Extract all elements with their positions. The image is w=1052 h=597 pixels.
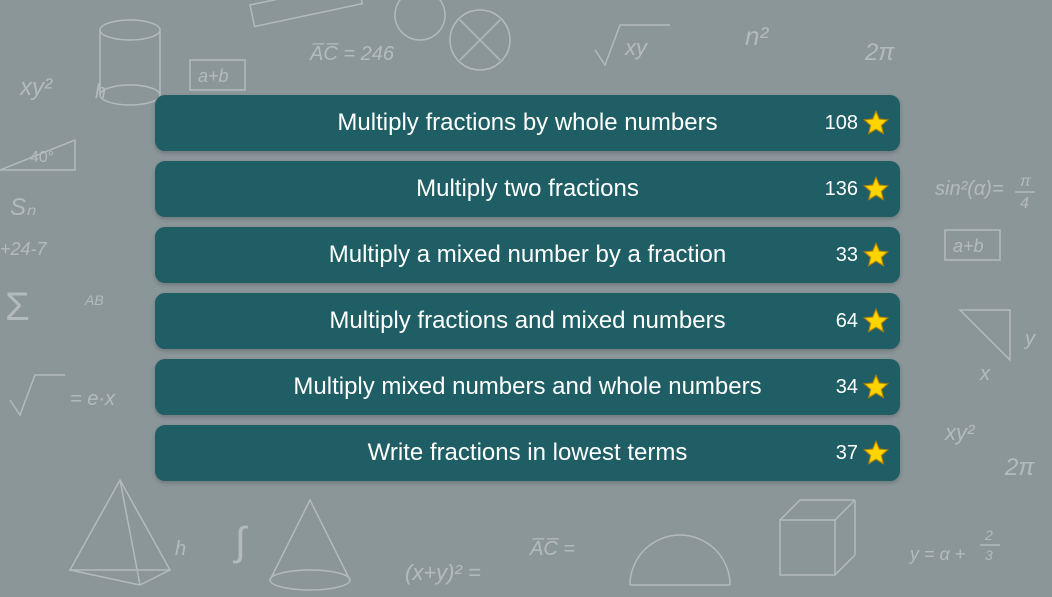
svg-text:sin²(α)=: sin²(α)= [935,178,1004,200]
lesson-item[interactable]: Multiply fractions by whole numbers 108 [155,95,900,151]
svg-text:A̅C̅ = 246: A̅C̅ = 246 [309,42,395,65]
lesson-score: 37 [836,442,858,465]
svg-text:40°: 40° [30,149,54,166]
svg-text:+24-7: +24-7 [0,239,48,259]
svg-text:xy: xy [624,35,649,60]
star-icon [862,439,890,467]
lesson-score: 33 [836,244,858,267]
svg-text:h: h [175,538,186,560]
lesson-list: Multiply fractions by whole numbers 108 … [155,95,900,481]
svg-text:π: π [1020,173,1031,190]
lesson-score: 136 [825,178,858,201]
lesson-score-group: 136 [825,175,890,203]
svg-text:xy²: xy² [19,74,53,101]
svg-text:a+b: a+b [198,66,229,86]
lesson-label: Multiply fractions and mixed numbers [155,307,900,335]
svg-text:∫: ∫ [233,520,249,564]
svg-text:x: x [979,363,991,385]
lesson-score: 108 [825,112,858,135]
lesson-item[interactable]: Multiply mixed numbers and whole numbers… [155,359,900,415]
lesson-label: Multiply a mixed number by a fraction [155,241,900,269]
star-icon [862,307,890,335]
lesson-label: Multiply two fractions [155,175,900,203]
svg-text:(x+y)² =: (x+y)² = [405,560,481,585]
lesson-label: Multiply fractions by whole numbers [155,109,900,137]
svg-text:y: y [1023,328,1036,350]
svg-text:h: h [95,81,106,103]
lesson-score: 34 [836,376,858,399]
star-icon [862,241,890,269]
svg-text:Σ: Σ [5,285,30,329]
svg-text:= e·x: = e·x [70,388,116,410]
svg-text:n²: n² [745,21,769,51]
star-icon [862,175,890,203]
lesson-item[interactable]: Multiply two fractions 136 [155,161,900,217]
lesson-score-group: 33 [836,241,890,269]
svg-text:2: 2 [984,527,993,543]
svg-text:xy²: xy² [944,420,975,445]
svg-text:2π: 2π [864,39,895,66]
lesson-item[interactable]: Multiply a mixed number by a fraction 33 [155,227,900,283]
star-icon [862,373,890,401]
svg-text:3: 3 [985,547,993,563]
svg-text:y = α +: y = α + [908,544,965,564]
lesson-score-group: 64 [836,307,890,335]
lesson-score-group: 34 [836,373,890,401]
svg-text:Sₙ: Sₙ [10,194,36,221]
star-icon [862,109,890,137]
svg-text:A̅C̅ =: A̅C̅ = [529,537,575,560]
svg-text:2π: 2π [1004,454,1035,481]
svg-text:a+b: a+b [953,236,984,256]
lesson-item[interactable]: Write fractions in lowest terms 37 [155,425,900,481]
lesson-label: Multiply mixed numbers and whole numbers [155,373,900,401]
lesson-score: 64 [836,310,858,333]
lesson-item[interactable]: Multiply fractions and mixed numbers 64 [155,293,900,349]
lesson-label: Write fractions in lowest terms [155,439,900,467]
lesson-score-group: 108 [825,109,890,137]
svg-text:4: 4 [1020,195,1029,212]
lesson-score-group: 37 [836,439,890,467]
svg-text:AB: AB [84,292,104,308]
